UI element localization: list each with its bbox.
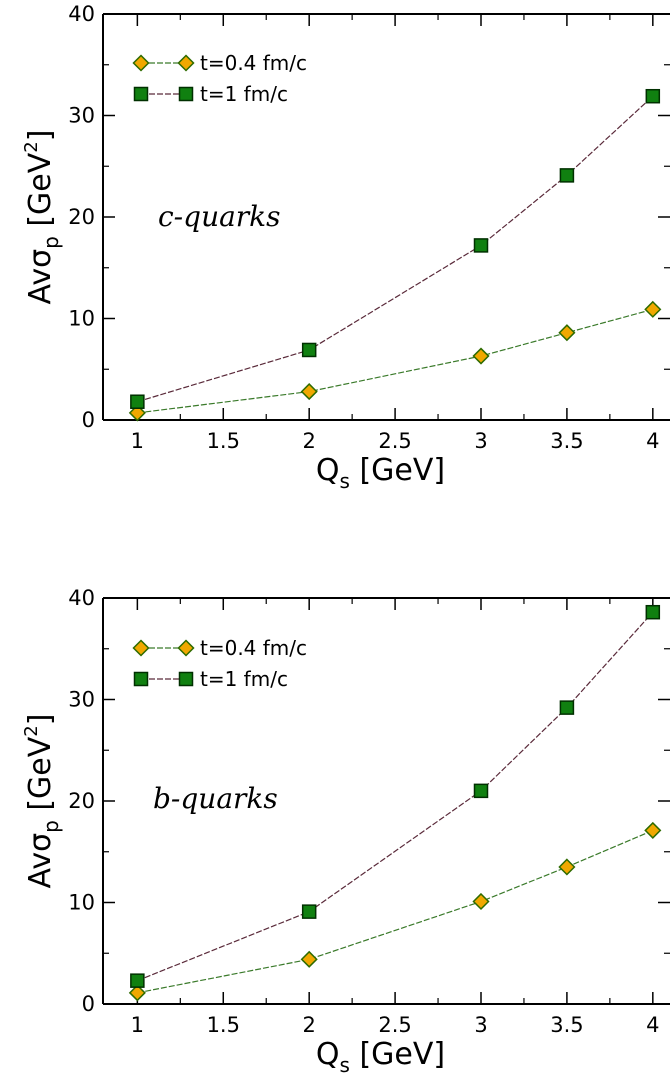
quark-annotation: c-quarks	[158, 200, 281, 233]
legend-marker	[133, 86, 149, 102]
y-axis-label: Avσp [GeV2]	[21, 130, 63, 305]
legend-entry: t=1 fm/c	[133, 82, 288, 106]
data-point	[472, 892, 490, 911]
legend-marker	[177, 54, 195, 72]
data-point	[130, 394, 145, 409]
series-t04	[128, 821, 662, 1002]
legend-entry: t=0.4 fm/c	[132, 636, 307, 660]
y-tick-label: 0	[82, 992, 95, 1016]
y-tick-label: 0	[82, 408, 95, 432]
x-tick-label: 4	[646, 429, 659, 453]
x-tick-label: 3	[474, 1013, 487, 1037]
data-point	[301, 342, 317, 358]
x-tick-label: 2	[302, 429, 315, 453]
x-tick-label: 3.5	[550, 429, 583, 453]
x-tick-label: 1	[131, 429, 144, 453]
series-t1	[130, 88, 661, 409]
quark-annotation: b-quarks	[153, 782, 278, 815]
legend-marker	[133, 671, 149, 687]
legend-entry: t=0.4 fm/c	[132, 51, 307, 75]
x-axis-label: Qs [GeV]	[316, 1037, 445, 1073]
legend-marker	[178, 671, 194, 687]
legend-marker	[132, 54, 150, 72]
data-point	[473, 238, 489, 253]
chart-panel-c-quarks: 0 10 20 30 40 1 1.5 2 2.5 3 3.5 4 Qs [GeV] Avσp [GeV2…	[21, 2, 670, 493]
series-line	[137, 95, 654, 403]
legend-entry: t=1 fm/c	[133, 667, 288, 691]
legend-marker	[132, 639, 150, 657]
series-t1	[130, 604, 661, 988]
x-tick-label: 1.5	[207, 429, 240, 453]
data-point	[645, 604, 661, 620]
data-point	[558, 324, 576, 342]
data-point	[300, 950, 318, 968]
data-point	[300, 383, 318, 401]
y-tick-label: 20	[68, 205, 95, 229]
y-tick-label: 40	[68, 586, 95, 610]
data-point	[559, 700, 575, 715]
legend-label: t=0.4 fm/c	[200, 51, 307, 75]
series-line	[137, 829, 654, 994]
x-tick-label: 1.5	[207, 1013, 240, 1037]
legend-label: t=1 fm/c	[200, 82, 288, 106]
data-point	[130, 973, 145, 988]
legend-label: t=1 fm/c	[200, 667, 288, 691]
x-tick-label: 2.5	[378, 1013, 411, 1037]
data-point	[472, 347, 490, 365]
x-axis-label: Qs [GeV]	[316, 453, 445, 493]
x-tick-label: 2.5	[378, 429, 411, 453]
legend-label: t=0.4 fm/c	[200, 636, 307, 660]
data-point	[301, 904, 317, 919]
x-tick-label: 3.5	[550, 1013, 583, 1037]
x-tick-label: 4	[646, 1013, 659, 1037]
x-tick-label: 3	[474, 429, 487, 453]
y-tick-label: 30	[68, 688, 95, 712]
y-tick-label: 10	[68, 307, 95, 331]
y-tick-label: 40	[68, 2, 95, 26]
data-point	[559, 168, 575, 183]
chart-panel-b-quarks: 0 10 20 30 40 1 1.5 2 2.5 3 3.5 4 Qs [GeV] Avσp [GeV2…	[21, 586, 670, 1073]
data-point	[128, 404, 146, 422]
y-tick-label: 20	[68, 789, 95, 813]
x-tick-label: 1	[131, 1013, 144, 1037]
data-point	[128, 984, 146, 1002]
legend-marker	[177, 639, 195, 657]
data-point	[644, 300, 662, 318]
data-point	[645, 88, 661, 104]
legend-marker	[178, 86, 194, 102]
data-point	[558, 858, 576, 876]
data-point	[644, 821, 662, 839]
y-tick-label: 30	[68, 104, 95, 128]
data-point	[473, 783, 489, 799]
y-tick-label: 10	[68, 891, 95, 915]
x-tick-label: 2	[302, 1013, 315, 1037]
series-line	[137, 308, 653, 414]
series-t04	[128, 300, 662, 422]
y-axis-label: Avσp [GeV2]	[21, 714, 63, 889]
